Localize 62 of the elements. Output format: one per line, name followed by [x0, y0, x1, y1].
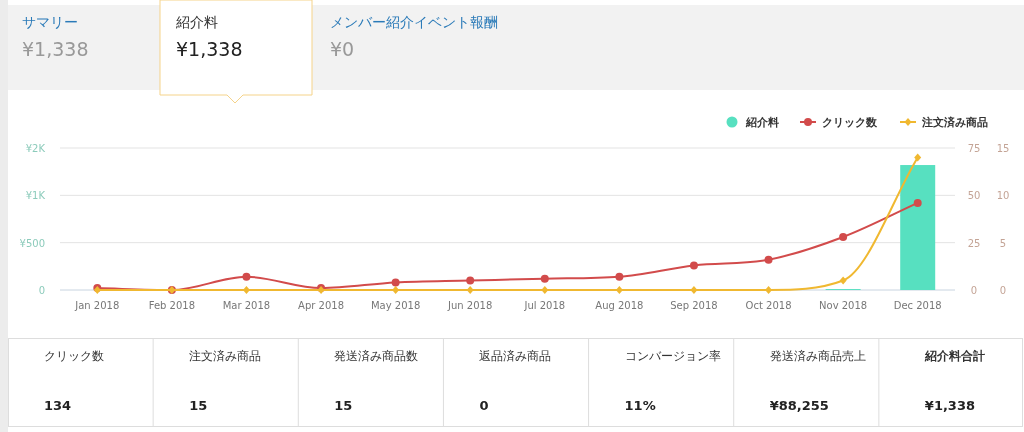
text: メンバー紹介イベント報酬	[330, 14, 498, 30]
point	[540, 274, 549, 283]
y-tick-label: ¥2K	[25, 143, 46, 154]
x-tick-label: Jul 2018	[523, 300, 566, 311]
x-tick-label: Nov 2018	[819, 300, 868, 311]
y3-tick-label: 0	[999, 285, 1007, 296]
y2-tick-label: 25	[967, 237, 981, 249]
x-tick-label: Oct 2018	[745, 300, 792, 311]
text: コンバージョン率	[624, 349, 721, 363]
point	[466, 286, 474, 294]
x-tick-label: Aug 2018	[595, 300, 644, 311]
point	[689, 261, 698, 270]
legend-label: 注文済み商品	[921, 116, 988, 129]
point	[913, 198, 922, 207]
y-tick-label: ¥1K	[25, 190, 46, 202]
x-tick-label: Apr 2018	[298, 300, 345, 311]
point	[242, 272, 251, 281]
y3-tick-label: 15	[996, 143, 1010, 154]
x-tick-label: Jun 2018	[447, 300, 493, 311]
text: 発送済み商品売上	[769, 349, 866, 363]
text: ¥88,255	[769, 398, 829, 413]
point	[541, 286, 549, 294]
point	[392, 286, 400, 294]
text: クリック数	[44, 349, 104, 363]
text: 0	[479, 398, 489, 413]
point	[466, 276, 475, 285]
text: ¥0	[330, 38, 355, 60]
y2-tick-label: 50	[967, 190, 981, 202]
point	[839, 232, 848, 241]
x-tick-label: Feb 2018	[148, 300, 196, 311]
legend-label: クリック数	[822, 116, 878, 129]
y3-tick-label: 10	[996, 190, 1010, 202]
y2-tick-label: 0	[970, 285, 978, 296]
x-tick-label: Sep 2018	[670, 300, 718, 311]
text: ¥1,338	[924, 398, 976, 413]
text: 134	[44, 398, 72, 413]
text: 15	[334, 398, 353, 413]
point	[914, 153, 922, 162]
x-tick-label: Jan 2018	[74, 300, 120, 311]
legend-label: 紹介料	[745, 116, 779, 129]
point	[764, 255, 773, 264]
text: 返品済み商品	[479, 349, 552, 363]
point	[615, 286, 623, 294]
x-tick-label: Dec 2018	[893, 300, 942, 311]
y2-tick-label: 75	[967, 143, 981, 154]
text: 発送済み商品数	[334, 349, 419, 363]
point	[839, 276, 847, 285]
x-tick-label: Mar 2018	[222, 300, 271, 311]
text: ¥1,338	[22, 38, 89, 60]
y-tick-label: ¥500	[19, 237, 45, 249]
text: サマリー	[22, 14, 78, 30]
y-tick-label: 0	[38, 285, 45, 296]
point	[615, 272, 624, 281]
text: 注文済み商品	[189, 349, 262, 363]
text: 紹介料	[175, 14, 218, 30]
text: 11%	[624, 398, 656, 413]
text: 紹介料合計	[923, 349, 985, 363]
text: ¥1,338	[176, 38, 243, 60]
text: 15	[189, 398, 208, 413]
y3-tick-label: 5	[999, 237, 1007, 249]
x-tick-label: May 2018	[370, 300, 421, 311]
point	[391, 278, 400, 287]
